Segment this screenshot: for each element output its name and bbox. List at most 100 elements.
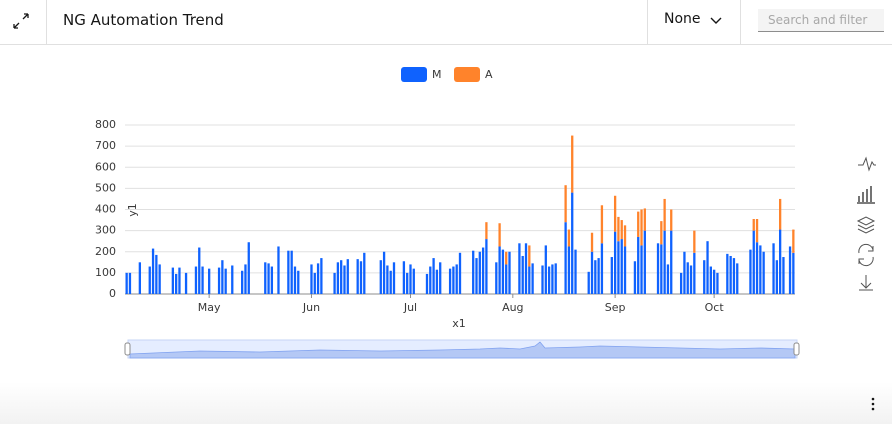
- y-tick-label: 100: [95, 266, 116, 279]
- bar: [574, 249, 577, 294]
- toolbar: [856, 156, 876, 291]
- bar: [752, 219, 755, 231]
- bar: [244, 264, 247, 294]
- bar: [475, 258, 478, 294]
- bar: [472, 250, 475, 294]
- bar: [194, 266, 198, 294]
- bar-icon[interactable]: [857, 186, 875, 204]
- bar: [346, 259, 349, 294]
- bar: [666, 264, 670, 294]
- legend-label: M: [432, 68, 442, 81]
- bar: [505, 251, 508, 265]
- y-tick-label: 700: [95, 139, 116, 152]
- bar: [613, 195, 617, 232]
- footer: [0, 382, 892, 424]
- bar: [755, 242, 759, 294]
- bar: [617, 216, 620, 242]
- bar: [392, 262, 396, 294]
- bar: [439, 262, 442, 294]
- bar: [389, 270, 392, 294]
- bar: [571, 192, 574, 294]
- bar: [198, 247, 201, 294]
- bar: [333, 272, 336, 294]
- range-slider[interactable]: [124, 339, 800, 359]
- bar: [633, 261, 637, 294]
- bar: [402, 261, 406, 294]
- bar: [597, 258, 600, 294]
- bar: [151, 248, 155, 294]
- bar: [264, 262, 267, 294]
- bar: [703, 260, 706, 294]
- bar: [623, 225, 627, 247]
- bar: [670, 230, 673, 294]
- bar: [544, 245, 547, 294]
- bar: [712, 269, 716, 294]
- bar: [778, 198, 782, 230]
- bar: [693, 252, 696, 294]
- bar: [686, 262, 689, 294]
- dropdown[interactable]: None: [648, 0, 740, 45]
- x-tick-label: Aug: [502, 301, 523, 314]
- bar: [201, 266, 204, 294]
- y-tick-label: 500: [95, 181, 116, 194]
- divider: [740, 0, 741, 45]
- y-tick-label: 600: [95, 160, 116, 173]
- bar: [531, 263, 534, 294]
- bar: [340, 260, 343, 294]
- bar: [277, 246, 280, 294]
- bar: [726, 253, 729, 294]
- bar: [775, 260, 778, 294]
- bar: [590, 251, 594, 294]
- title: NG Automation Trend: [63, 11, 224, 29]
- bar: [587, 271, 590, 294]
- divider: [647, 0, 648, 45]
- y-tick-label: 300: [95, 224, 116, 237]
- bar: [485, 239, 488, 294]
- bar: [752, 230, 755, 294]
- bar: [425, 273, 429, 294]
- more-menu[interactable]: [868, 396, 878, 412]
- download-icon[interactable]: [859, 275, 873, 291]
- bar: [343, 265, 346, 294]
- bar: [452, 266, 455, 294]
- bar: [359, 261, 363, 294]
- bar: [224, 268, 227, 294]
- bar: [409, 264, 412, 294]
- bar: [613, 231, 617, 294]
- bar: [363, 252, 366, 294]
- bar: [435, 269, 439, 294]
- bar: [336, 262, 340, 294]
- y-tick-label: 800: [95, 118, 116, 131]
- stack-icon[interactable]: [856, 216, 876, 234]
- bar: [231, 265, 234, 294]
- y-tick-label: 0: [109, 287, 116, 300]
- bar: [736, 263, 739, 294]
- legend-swatch: [401, 67, 427, 82]
- bar: [478, 251, 481, 294]
- bar: [458, 252, 462, 294]
- bar: [660, 244, 663, 294]
- bar: [729, 255, 732, 294]
- search-input[interactable]: Search and filter: [758, 9, 884, 32]
- bar: [386, 265, 389, 294]
- bar: [620, 239, 623, 294]
- bar: [564, 185, 567, 223]
- line-icon[interactable]: [858, 156, 876, 172]
- bar: [128, 272, 132, 294]
- bar: [590, 232, 594, 252]
- refresh-icon[interactable]: [858, 243, 874, 267]
- x-tick-label: Jul: [403, 301, 417, 314]
- divider: [46, 0, 47, 45]
- bar: [505, 264, 508, 294]
- expand-icon[interactable]: [12, 12, 30, 30]
- bar: [175, 273, 178, 294]
- bar: [406, 272, 409, 294]
- x-tick-label: May: [198, 301, 221, 314]
- bar: [693, 230, 696, 253]
- bar: [138, 262, 142, 294]
- bar: [379, 260, 382, 294]
- bar: [412, 268, 415, 294]
- bar: [498, 246, 501, 294]
- bar: [432, 258, 435, 294]
